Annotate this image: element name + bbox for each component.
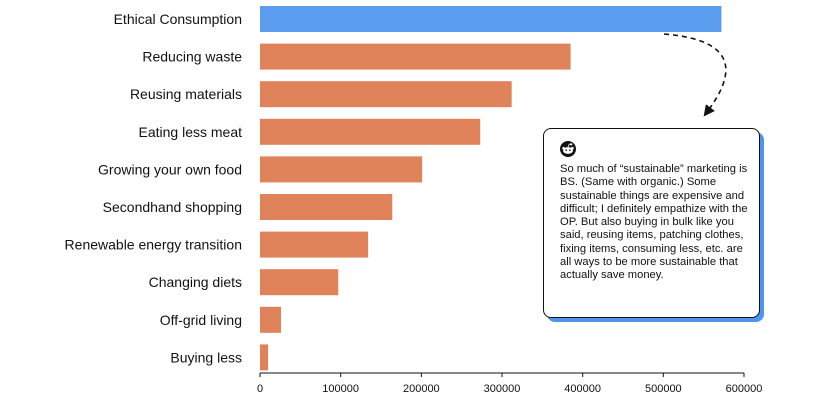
bar-growing-your-own-food	[260, 156, 423, 183]
x-ticks-group: 0 100000 200000 300000 400000 500000 600000	[257, 373, 762, 395]
bar-ethical-consumption	[260, 6, 722, 32]
bar-off-grid-living	[260, 306, 281, 333]
category-label-secondhand-shopping: Secondhand shopping	[103, 199, 242, 215]
bar-secondhand-shopping	[260, 194, 393, 220]
reddit-icon	[560, 141, 576, 157]
comment-text: So much of “sustainable” marketing is BS…	[560, 163, 748, 282]
category-label-ethical-consumption: Ethical Consumption	[114, 11, 242, 27]
x-tick-label: 600000	[726, 383, 763, 395]
bar-reusing-materials	[260, 81, 512, 108]
x-tick-label: 0	[257, 383, 263, 395]
category-label-off-grid-living: Off-grid living	[160, 312, 242, 328]
x-tick-label: 200000	[403, 383, 440, 395]
comment-callout: So much of “sustainable” marketing is BS…	[543, 128, 760, 318]
bar-changing-diets	[260, 269, 339, 296]
category-label-buying-less: Buying less	[170, 349, 242, 365]
bar-reducing-waste	[260, 43, 571, 70]
bar-eating-less-meat	[260, 118, 481, 145]
category-label-changing-diets: Changing diets	[149, 274, 242, 290]
bars-group	[260, 6, 722, 371]
category-label-eating-less-meat: Eating less meat	[139, 124, 243, 140]
bar-renewable-energy-transition	[260, 231, 369, 258]
category-label-growing-your-own-food: Growing your own food	[98, 161, 242, 177]
bar-buying-less	[260, 344, 269, 371]
category-label-reusing-materials: Reusing materials	[130, 86, 242, 102]
x-tick-label: 500000	[645, 383, 682, 395]
x-tick-label: 100000	[322, 383, 359, 395]
x-tick-label: 300000	[484, 383, 521, 395]
category-labels-group: Ethical Consumption Reducing waste Reusing…	[65, 11, 243, 365]
category-label-reducing-waste: Reducing waste	[142, 49, 242, 65]
category-label-renewable-energy-transition: Renewable energy transition	[65, 237, 242, 253]
x-tick-label: 400000	[564, 383, 601, 395]
callout-arrow	[663, 33, 727, 117]
